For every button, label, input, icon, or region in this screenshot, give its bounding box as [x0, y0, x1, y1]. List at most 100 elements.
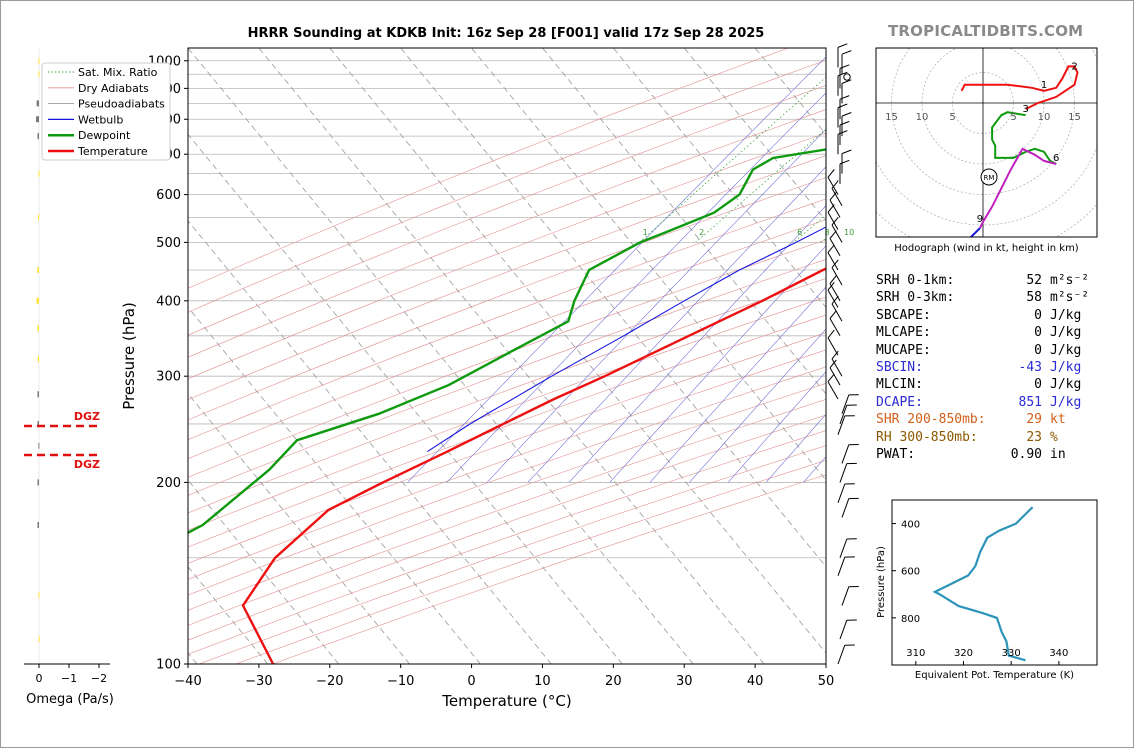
y-tick-label: 200	[156, 476, 181, 491]
index-label: SBCIN:	[876, 360, 923, 376]
index-label: MLCIN:	[876, 377, 923, 393]
wind-barb	[839, 538, 857, 558]
isotherm-line	[188, 393, 410, 664]
omega-bar	[37, 133, 39, 140]
isotherm-line	[188, 479, 339, 664]
wind-barbs	[827, 43, 859, 665]
pseudoadiabat	[407, 56, 826, 483]
index-row: SHR 200-850mb: 29 kt	[876, 411, 1089, 428]
wind-barb	[827, 169, 839, 195]
index-unit: %	[1050, 429, 1058, 445]
dry-adiabat	[188, 48, 789, 289]
wind-barb	[827, 329, 839, 356]
index-label: PWAT:	[876, 447, 916, 463]
theta-e-y-tick-label: 600	[901, 567, 920, 578]
mixing-ratio-label: 6	[797, 228, 802, 237]
index-value: 29	[1026, 412, 1042, 428]
wind-barb	[841, 394, 859, 414]
mixing-ratio-label: 8	[825, 228, 830, 237]
dry-adiabat	[188, 177, 826, 421]
legend-label: Pseudoadiabats	[78, 98, 165, 111]
index-row: SBCIN: -43 J/kg	[876, 359, 1089, 376]
pseudoadiabat	[527, 166, 826, 483]
mixing-ratio-label: 1	[643, 228, 648, 237]
wind-barb	[841, 50, 852, 75]
theta-e-frame	[891, 499, 1098, 666]
isotherm-line	[613, 48, 826, 308]
index-row: MLCIN: 0 J/kg	[876, 376, 1089, 393]
y-tick-label: 400	[156, 294, 181, 309]
hodograph-ring-label: 5	[949, 112, 955, 123]
index-row: SRH 0-3km: 58 m²s⁻²	[876, 289, 1089, 306]
wind-barb	[839, 619, 857, 640]
omega-bar	[36, 100, 39, 107]
wind-barb	[827, 373, 839, 400]
omega-bar	[37, 356, 39, 363]
omega-bar	[38, 71, 40, 78]
indices-table: SRH 0-1km: 52 m²s⁻² SRH 0-3km: 58 m²s⁻² SBCAPE…	[876, 272, 1089, 463]
hodograph-ring-label: 10	[916, 112, 929, 123]
right-mover-label: RM	[984, 174, 995, 182]
y-tick-label: 600	[156, 188, 181, 203]
omega-bar	[37, 266, 39, 273]
dry-adiabat	[188, 155, 826, 401]
isotherm-line	[188, 133, 623, 664]
hodograph-ring-label: 15	[885, 112, 898, 123]
index-label: DCAPE:	[876, 394, 923, 410]
omega-bar	[38, 57, 40, 64]
hodograph-trace	[960, 65, 1079, 110]
omega-bar	[36, 116, 39, 123]
hodograph-trace	[991, 111, 1057, 165]
right-mover-marker	[980, 168, 998, 186]
omega-bar	[38, 214, 40, 221]
isotherm-line	[188, 220, 552, 664]
index-value: 0.90	[1010, 447, 1042, 463]
chart-title: HRRR Sounding at KDKB Init: 16z Sep 28 […	[247, 26, 765, 41]
wind-barb	[831, 350, 843, 377]
index-row: SRH 0-1km: 52 m²s⁻²	[876, 272, 1089, 289]
dgz-label-bottom: DGZ	[74, 458, 100, 471]
wind-barb	[829, 310, 841, 337]
omega-bar	[36, 297, 39, 304]
wind-barb	[827, 244, 839, 271]
index-value: -43	[1018, 360, 1042, 376]
index-unit: J/kg	[1050, 307, 1082, 323]
theta-e-x-tick-label: 340	[1049, 648, 1068, 659]
y-tick-label: 100	[156, 658, 181, 673]
legend: Sat. Mix. Ratio Dry Adiabats Pseudoadiabat…	[41, 62, 171, 161]
dry-adiabat	[188, 109, 826, 358]
wind-barb	[841, 444, 859, 464]
wind-barb	[831, 259, 843, 286]
wind-barb	[839, 404, 857, 425]
pseudoadiabat	[609, 245, 826, 483]
wind-barb	[841, 79, 852, 104]
hodograph-caption: Hodograph (wind in kt, height in km)	[894, 243, 1079, 254]
pseudoadiabat	[689, 328, 826, 483]
hodograph-height-label: 1	[1041, 80, 1047, 91]
skewt-plot-area	[188, 48, 826, 664]
x-tick-label: 50	[818, 674, 835, 689]
index-unit: J/kg	[1050, 394, 1082, 410]
hodograph-frame	[875, 47, 1098, 238]
omega-tick-label: −1	[61, 672, 77, 685]
dry-adiabat	[188, 332, 826, 564]
omega-bar	[37, 391, 39, 398]
theta-e-x-axis-label: Equivalent Pot. Temperature (K)	[915, 670, 1074, 681]
index-row: RH 300-850mb: 23%	[876, 429, 1089, 446]
hodograph-height-label: 3	[1023, 104, 1029, 115]
index-unit: kt	[1050, 412, 1066, 428]
wind-barb	[841, 149, 852, 174]
omega-tick-label: −2	[91, 672, 107, 685]
theta-e-trace	[932, 506, 1034, 662]
legend-label: Temperature	[77, 145, 148, 158]
theta-e-y-axis-label: Pressure (hPa)	[876, 546, 887, 618]
mixing-ratio-line	[639, 76, 826, 243]
index-unit: m²s⁻²	[1050, 273, 1090, 288]
index-label: RH 300-850mb:	[876, 429, 978, 445]
dry-adiabat	[188, 239, 826, 478]
index-value: 0	[1034, 342, 1042, 358]
index-label: SRH 0-1km:	[876, 273, 955, 288]
isotherm-line	[400, 48, 826, 568]
skewt-axes-frame	[187, 47, 827, 665]
